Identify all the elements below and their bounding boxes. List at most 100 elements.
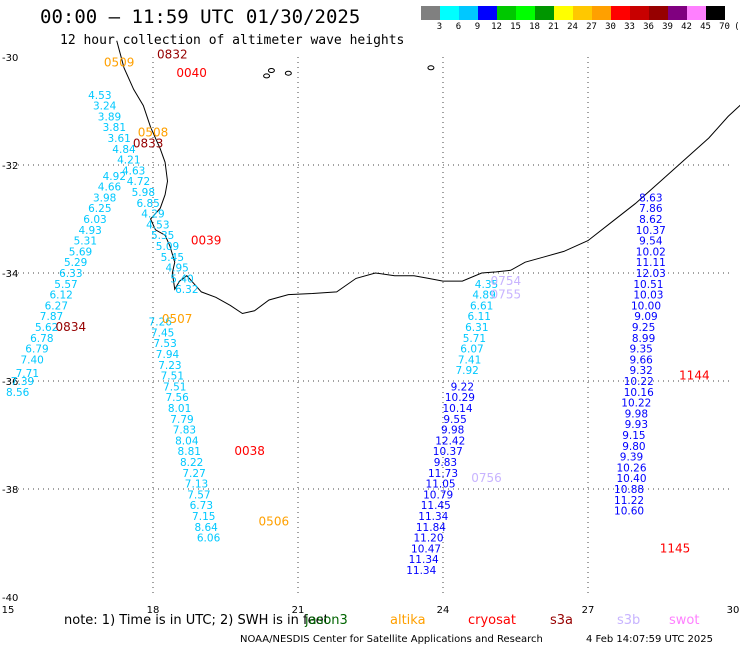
legend-item-cryosat: cryosat bbox=[468, 613, 516, 628]
wave-height-label: 12.03 bbox=[636, 268, 666, 280]
colorbar-label: 36 bbox=[643, 22, 654, 32]
lon-tick-label: 24 bbox=[437, 605, 450, 616]
lat-tick-label: -32 bbox=[2, 161, 18, 172]
wave-height-label: 9.55 bbox=[443, 414, 466, 426]
coastline bbox=[116, 40, 740, 315]
wave-height-label: 7.51 bbox=[163, 381, 186, 393]
wave-height-label: 7.86 bbox=[639, 203, 663, 215]
wave-height-colorbar bbox=[421, 6, 725, 20]
wave-height-label: 4.84 bbox=[112, 144, 136, 156]
colorbar-swatch bbox=[516, 6, 535, 20]
colorbar-label: 21 bbox=[548, 22, 559, 32]
colorbar-swatch bbox=[440, 6, 459, 20]
pass-time-label: 0834 bbox=[56, 320, 87, 334]
lon-tick-label: 27 bbox=[582, 605, 595, 616]
wave-height-label: 7.26 bbox=[149, 317, 173, 329]
wave-height-label: 6.33 bbox=[59, 268, 82, 280]
lon-tick-label: 18 bbox=[147, 605, 160, 616]
wave-height-label: 9.22 bbox=[451, 381, 474, 393]
wave-height-label: 10.16 bbox=[624, 387, 654, 399]
wave-height-label: 3.98 bbox=[93, 192, 116, 204]
wave-height-label: 4.66 bbox=[98, 182, 122, 194]
wave-height-label: 8.62 bbox=[639, 214, 662, 226]
wave-height-label: 3.81 bbox=[103, 122, 126, 134]
wave-height-label: 7.83 bbox=[173, 425, 196, 437]
island-outline bbox=[263, 73, 271, 79]
wave-height-label: 10.40 bbox=[616, 473, 646, 485]
units-note: note: 1) Time is in UTC; 2) SWH is in fe… bbox=[64, 613, 329, 628]
colorbar-swatch bbox=[478, 6, 497, 20]
colorbar-label: 33 bbox=[624, 22, 635, 32]
wave-height-label: 8.63 bbox=[639, 192, 662, 204]
wave-height-label: 8.01 bbox=[168, 403, 191, 415]
colorbar-label: 18 bbox=[529, 22, 540, 32]
wave-height-label: 5.35 bbox=[151, 230, 174, 242]
wave-height-label: 4.72 bbox=[127, 176, 150, 188]
lat-tick-label: -38 bbox=[2, 485, 18, 496]
wave-height-label: 11.11 bbox=[636, 257, 666, 269]
legend-item-swot: swot bbox=[669, 613, 700, 628]
colorbar-label: 15 bbox=[510, 22, 521, 32]
map-title: 00:00 – 11:59 UTC 01/30/2025 bbox=[40, 6, 361, 28]
legend-item-altika: altika bbox=[390, 613, 426, 628]
colorbar-label: 39 bbox=[662, 22, 673, 32]
wave-height-label: 4.53 bbox=[146, 219, 169, 231]
wave-height-label: 5.40 bbox=[170, 273, 193, 285]
wave-height-label: 9.09 bbox=[634, 311, 657, 323]
island-outline bbox=[284, 70, 292, 76]
wave-height-label: 6.32 bbox=[175, 284, 198, 296]
colorbar-label: 12 bbox=[491, 22, 502, 32]
wave-height-label: 8.56 bbox=[6, 387, 30, 399]
colorbar-swatch bbox=[668, 6, 687, 20]
wave-height-label: 6.61 bbox=[470, 300, 493, 312]
wave-height-label: 11.20 bbox=[413, 533, 443, 545]
colorbar-label: 45 bbox=[700, 22, 711, 32]
wave-height-label: 3.61 bbox=[107, 133, 130, 145]
wave-height-label: 10.29 bbox=[445, 392, 475, 404]
wave-height-label: 6.27 bbox=[45, 300, 68, 312]
wave-height-label: 6.06 bbox=[197, 533, 221, 545]
colorbar-label: 9 bbox=[474, 22, 481, 32]
wave-height-label: 4.95 bbox=[165, 263, 188, 275]
credit-line: NOAA/NESDIS Center for Satellite Applica… bbox=[240, 634, 543, 645]
wave-height-label: 7.45 bbox=[151, 327, 174, 339]
wave-height-label: 4.63 bbox=[122, 165, 145, 177]
colorbar-label: 27 bbox=[586, 22, 597, 32]
wave-height-label: 9.54 bbox=[639, 236, 663, 248]
lon-tick-label: 30 bbox=[727, 605, 740, 616]
wave-height-label: 10.00 bbox=[631, 300, 661, 312]
wave-height-label: 7.79 bbox=[170, 414, 193, 426]
wave-height-label: 4.53 bbox=[88, 90, 111, 102]
wave-height-label: 6.12 bbox=[49, 290, 72, 302]
wave-height-label: 11.34 bbox=[409, 554, 439, 566]
wave-height-label: 10.47 bbox=[411, 543, 441, 555]
colorbar-swatch bbox=[649, 6, 668, 20]
wave-height-label: 9.32 bbox=[629, 365, 652, 377]
wave-height-label: 4.29 bbox=[141, 209, 164, 221]
colorbar-swatch bbox=[706, 6, 725, 20]
wave-height-label: 9.83 bbox=[434, 457, 457, 469]
pass-time-label: 0038 bbox=[234, 444, 265, 458]
wave-height-label: 12.42 bbox=[435, 435, 465, 447]
colorbar-swatch bbox=[535, 6, 554, 20]
wave-height-label: 11.73 bbox=[428, 468, 458, 480]
wave-height-label: 4.93 bbox=[78, 225, 101, 237]
wave-height-label: 7.23 bbox=[158, 360, 181, 372]
pass-time-label: 0039 bbox=[191, 234, 222, 248]
wave-height-label: 5.62 bbox=[35, 322, 58, 334]
wave-height-label: 9.35 bbox=[629, 344, 652, 356]
wave-height-label: 7.57 bbox=[187, 489, 210, 501]
wave-height-label: 7.53 bbox=[153, 338, 176, 350]
wave-height-label: 11.45 bbox=[421, 500, 451, 512]
colorbar-swatch bbox=[592, 6, 611, 20]
wave-height-label: 6.25 bbox=[88, 203, 111, 215]
wave-height-label: 5.31 bbox=[74, 236, 97, 248]
lon-tick-label: 15 bbox=[2, 605, 15, 616]
wave-height-label: 6.31 bbox=[465, 322, 488, 334]
wave-height-label: 6.78 bbox=[30, 333, 53, 345]
wave-height-label: 4.89 bbox=[472, 290, 495, 302]
colorbar-swatch bbox=[573, 6, 592, 20]
wave-height-label: 5.98 bbox=[132, 187, 155, 199]
colorbar-label: 42 bbox=[681, 22, 692, 32]
wave-height-label: 5.09 bbox=[156, 241, 179, 253]
